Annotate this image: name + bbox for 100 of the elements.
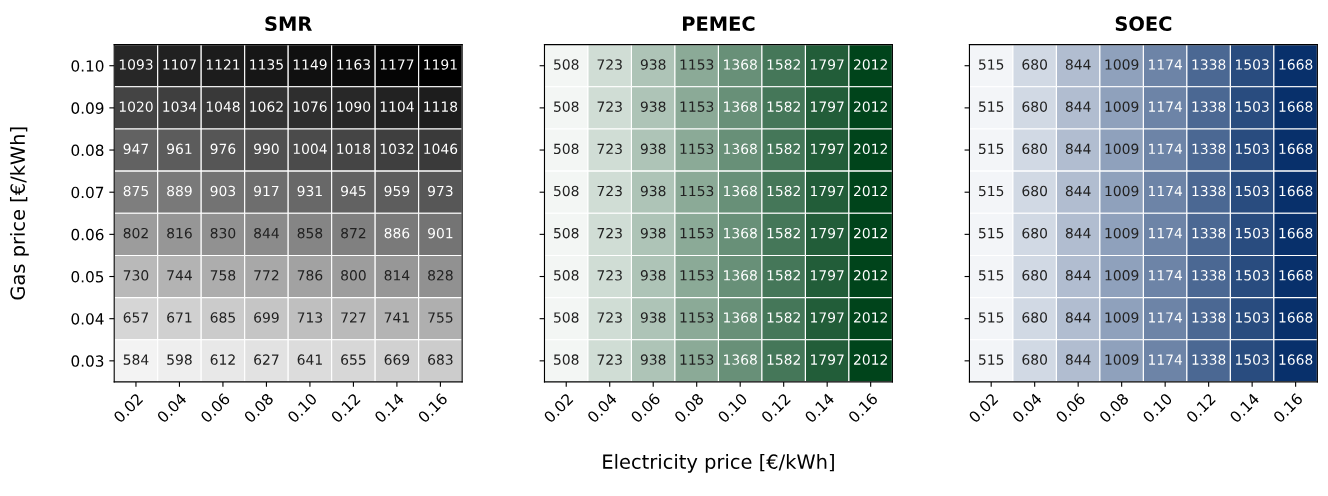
data-label: 1174 <box>1149 270 1183 281</box>
data-label: 508 <box>554 101 579 112</box>
data-label: 1338 <box>1192 59 1226 70</box>
data-label: 844 <box>1065 101 1091 112</box>
data-label: 1174 <box>1149 228 1183 239</box>
data-label: 945 <box>341 185 366 197</box>
y-tick-label: 0.06 <box>71 228 104 241</box>
data-label: 723 <box>597 354 622 365</box>
data-label: 1338 <box>1192 312 1226 323</box>
data-label: 931 <box>297 185 322 197</box>
data-label: 680 <box>1022 59 1048 70</box>
data-label: 515 <box>979 101 1004 112</box>
data-label: 1368 <box>724 312 757 323</box>
y-tick-label: 0.04 <box>71 313 104 325</box>
data-label: 1174 <box>1149 59 1183 70</box>
data-label: 1153 <box>680 143 714 155</box>
data-label: 1668 <box>1279 101 1313 112</box>
data-label: 1034 <box>163 101 197 112</box>
data-label: 1668 <box>1279 312 1313 323</box>
data-label: 713 <box>297 312 323 323</box>
data-label: 723 <box>597 143 622 155</box>
data-label: 1582 <box>767 270 800 281</box>
data-label: 917 <box>254 185 279 197</box>
data-label: 1153 <box>680 185 714 197</box>
data-label: 2012 <box>854 143 887 155</box>
data-label: 723 <box>597 270 622 281</box>
chart-title: SOEC <box>1115 16 1172 32</box>
y-tick-label: 0.10 <box>71 60 104 72</box>
data-label: 2012 <box>854 227 887 239</box>
data-label: 723 <box>597 227 622 239</box>
data-label: 1582 <box>767 143 800 155</box>
data-label: 1009 <box>1105 354 1139 365</box>
y-axis-title: Gas price [€/kWh] <box>9 127 29 300</box>
data-label: 844 <box>1065 312 1091 323</box>
data-label: 889 <box>167 185 192 197</box>
data-label: 1368 <box>724 185 757 197</box>
data-label: 830 <box>210 227 236 239</box>
data-label: 1582 <box>767 227 800 239</box>
data-label: 683 <box>428 354 453 365</box>
data-label: 1153 <box>680 101 714 112</box>
data-label: 1582 <box>767 59 800 70</box>
data-label: 2012 <box>854 312 887 323</box>
data-label: 844 <box>1065 270 1091 281</box>
data-label: 1797 <box>811 312 844 323</box>
data-label: 1668 <box>1279 143 1313 155</box>
chart-title: PEMEC <box>683 16 755 32</box>
data-label: 938 <box>640 354 666 365</box>
data-label: 1149 <box>293 59 327 70</box>
data-label: 680 <box>1022 312 1048 323</box>
data-label: 938 <box>640 143 666 155</box>
data-label: 1062 <box>250 101 283 112</box>
data-label: 1503 <box>1235 143 1269 155</box>
data-label: 938 <box>640 101 666 112</box>
data-label: 858 <box>297 227 323 239</box>
data-label: 1368 <box>724 143 757 155</box>
data-label: 1503 <box>1235 101 1269 112</box>
data-label: 844 <box>1065 143 1091 155</box>
data-label: 508 <box>554 143 579 155</box>
data-label: 1009 <box>1105 101 1139 112</box>
data-label: 1503 <box>1235 227 1269 239</box>
data-label: 1018 <box>337 143 371 155</box>
data-label: 872 <box>341 227 366 239</box>
data-label: 515 <box>979 270 1004 281</box>
data-label: 814 <box>384 270 410 281</box>
data-label: 1338 <box>1192 185 1226 197</box>
data-label: 1009 <box>1105 185 1139 197</box>
data-label: 828 <box>428 270 453 281</box>
data-label: 680 <box>1022 143 1048 155</box>
data-label: 1503 <box>1235 312 1269 323</box>
data-label: 508 <box>554 312 579 323</box>
data-label: 515 <box>979 185 1004 197</box>
data-label: 844 <box>1065 227 1091 239</box>
data-label: 1503 <box>1235 185 1269 197</box>
data-label: 1107 <box>163 59 196 70</box>
data-label: 584 <box>123 354 149 365</box>
data-label: 1797 <box>811 101 844 112</box>
data-label: 959 <box>384 185 410 197</box>
data-label: 1020 <box>119 101 153 112</box>
data-label: 1797 <box>811 354 844 365</box>
data-label: 1368 <box>724 59 757 70</box>
data-label: 1118 <box>424 101 458 112</box>
y-tick-label: 0.05 <box>71 270 104 283</box>
data-label: 680 <box>1022 270 1048 281</box>
data-label: 741 <box>384 312 409 323</box>
data-label: 1368 <box>724 227 757 239</box>
data-label: 961 <box>167 143 192 155</box>
data-label: 1177 <box>380 59 414 70</box>
data-label: 2012 <box>854 185 887 197</box>
data-label: 1668 <box>1279 270 1313 281</box>
data-label: 973 <box>428 185 453 197</box>
data-label: 723 <box>597 312 622 323</box>
data-label: 1503 <box>1235 354 1269 365</box>
data-label: 1093 <box>119 59 153 70</box>
x-axis-title: Electricity price [€/kWh] <box>603 453 834 473</box>
data-label: 1076 <box>293 101 327 112</box>
data-label: 772 <box>254 270 279 281</box>
data-label: 508 <box>554 270 579 281</box>
data-label: 612 <box>210 354 235 365</box>
data-label: 2012 <box>854 59 887 70</box>
data-label: 1368 <box>724 354 757 365</box>
